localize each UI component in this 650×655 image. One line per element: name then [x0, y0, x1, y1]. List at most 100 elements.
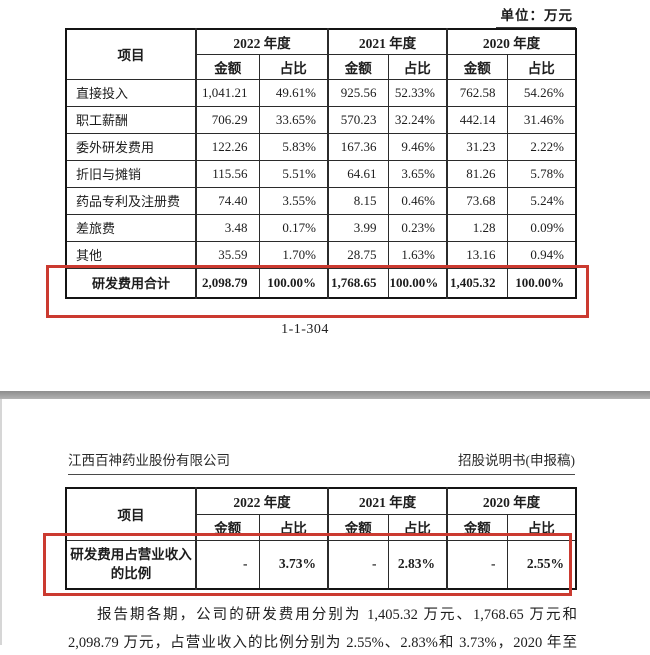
table-cell: 762.58 [446, 78, 508, 107]
table-cell: 28.75 [327, 240, 389, 269]
table-cell: 2,098.79 [195, 267, 260, 299]
table-cell: 925.56 [327, 78, 389, 107]
table-row: 折旧与摊销 115.56 5.51% 64.61 3.65% 81.26 5.7… [65, 159, 577, 188]
header-year-2020: 2020 年度 [446, 28, 577, 55]
table-cell: 0.17% [258, 213, 329, 242]
table-row: 委外研发费用 122.26 5.83% 167.36 9.46% 31.23 2… [65, 132, 577, 161]
table-cell: 32.24% [387, 105, 448, 134]
table-cell: 52.33% [387, 78, 448, 107]
table-cell: 直接投入 [65, 78, 197, 107]
table-cell: 8.15 [327, 186, 389, 215]
header-item: 项目 [65, 487, 197, 541]
table-cell: 委外研发费用 [65, 132, 197, 161]
table-cell: 1.28 [446, 213, 508, 242]
table-cell: - [446, 539, 508, 590]
header-ratio: 占比 [387, 513, 448, 541]
table-header-row-metrics: 金额 占比 金额 占比 金额 占比 [66, 513, 577, 541]
table-cell: 药品专利及注册费 [65, 186, 197, 215]
table-cell: 0.23% [387, 213, 448, 242]
table-cell: 122.26 [195, 132, 260, 161]
table-row-revenue-ratio: 研发费用占营业收入的比例 - 3.73% - 2.83% - 2.55% [65, 539, 577, 590]
table-cell: 3.48 [195, 213, 260, 242]
table-cell: - [195, 539, 260, 590]
page-header: 江西百神药业股份有限公司 招股说明书(申报稿) [68, 449, 575, 475]
table-cell: 49.61% [258, 78, 329, 107]
table-header-row-years: 项目 2022 年度 2021 年度 2020 年度 [65, 487, 577, 541]
table-cell: 1.70% [258, 240, 329, 269]
table-row: 职工薪酬 706.29 33.65% 570.23 32.24% 442.14 … [65, 105, 577, 134]
table-cell: 2.83% [387, 539, 448, 590]
table-cell: 3.65% [387, 159, 448, 188]
header-amount: 金额 [446, 53, 508, 80]
page-separator-bar [0, 391, 650, 399]
table-cell: 2.55% [506, 539, 577, 590]
table-cell: 折旧与摊销 [65, 159, 197, 188]
table-cell: 1,041.21 [195, 78, 260, 107]
document-title: 招股说明书(申报稿) [458, 453, 575, 468]
header-year-2022: 2022 年度 [195, 28, 329, 55]
table-header-row-metrics: 金额 占比 金额 占比 金额 占比 [66, 53, 577, 80]
table-cell: 0.46% [387, 186, 448, 215]
table-cell: 167.36 [327, 132, 389, 161]
table-cell: 13.16 [446, 240, 508, 269]
table-cell: 54.26% [506, 78, 577, 107]
table-cell: 706.29 [195, 105, 260, 134]
table-cell: 64.61 [327, 159, 389, 188]
header-ratio: 占比 [506, 53, 577, 80]
page-number: 1-1-304 [281, 322, 329, 337]
table-cell: 3.99 [327, 213, 389, 242]
header-item: 项目 [65, 28, 197, 80]
table-cell: 0.09% [506, 213, 577, 242]
body-paragraph: 报告期各期，公司的研发费用分别为 1,405.32 万元、1,768.65 万元… [68, 606, 577, 651]
table-cell: 1,768.65 [327, 267, 389, 299]
table-cell: 100.00% [258, 267, 329, 299]
table-cell: 74.40 [195, 186, 260, 215]
table-cell: - [327, 539, 389, 590]
table-cell: 差旅费 [65, 213, 197, 242]
table-cell: 5.78% [506, 159, 577, 188]
table-cell: 100.00% [387, 267, 448, 299]
table-cell: 81.26 [446, 159, 508, 188]
header-ratio: 占比 [506, 513, 577, 541]
table-row: 直接投入 1,041.21 49.61% 925.56 52.33% 762.5… [65, 78, 577, 107]
table-cell: 100.00% [506, 267, 577, 299]
table-row: 其他 35.59 1.70% 28.75 1.63% 13.16 0.94% [65, 240, 577, 269]
table-cell: 其他 [65, 240, 197, 269]
table-cell: 1.63% [387, 240, 448, 269]
header-ratio: 占比 [258, 513, 329, 541]
header-year-2021: 2021 年度 [327, 28, 448, 55]
header-ratio: 占比 [387, 53, 448, 80]
table-cell: 31.46% [506, 105, 577, 134]
table-cell: 3.73% [258, 539, 329, 590]
header-year-2021: 2021 年度 [327, 487, 448, 515]
table-cell: 1,405.32 [446, 267, 508, 299]
table-total-row: 研发费用合计 2,098.79 100.00% 1,768.65 100.00%… [65, 267, 577, 299]
table-cell: 0.94% [506, 240, 577, 269]
header-amount: 金额 [195, 53, 260, 80]
rd-ratio-table: 项目 2022 年度 2021 年度 2020 年度 金额 占比 金额 占比 金… [65, 487, 577, 590]
table-cell: 33.65% [258, 105, 329, 134]
table-cell: 73.68 [446, 186, 508, 215]
table-cell: 31.23 [446, 132, 508, 161]
company-name: 江西百神药业股份有限公司 [68, 453, 230, 468]
header-year-2022: 2022 年度 [195, 487, 329, 515]
table-cell: 3.55% [258, 186, 329, 215]
table-cell: 5.24% [506, 186, 577, 215]
header-amount: 金额 [327, 53, 389, 80]
header-amount: 金额 [195, 513, 260, 541]
table-cell: 442.14 [446, 105, 508, 134]
table-cell: 5.83% [258, 132, 329, 161]
table-cell: 35.59 [195, 240, 260, 269]
table-row: 差旅费 3.48 0.17% 3.99 0.23% 1.28 0.09% [65, 213, 577, 242]
page-edge-line [0, 399, 2, 645]
header-amount: 金额 [327, 513, 389, 541]
table-cell: 115.56 [195, 159, 260, 188]
unit-label: 单位：万元 [495, 4, 576, 28]
table-cell: 研发费用占营业收入的比例 [65, 539, 197, 590]
table-cell: 研发费用合计 [65, 267, 197, 299]
header-ratio: 占比 [258, 53, 329, 80]
header-year-2020: 2020 年度 [446, 487, 577, 515]
table-cell: 570.23 [327, 105, 389, 134]
table-row: 药品专利及注册费 74.40 3.55% 8.15 0.46% 73.68 5.… [65, 186, 577, 215]
